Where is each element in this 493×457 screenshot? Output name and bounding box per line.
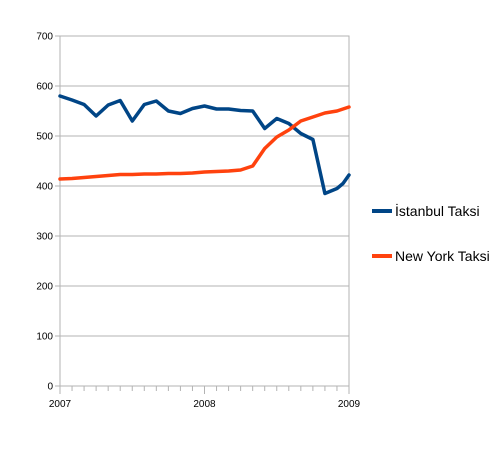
x-axis-ticks: 2007 2008 2009 xyxy=(49,386,361,410)
grid-lines xyxy=(60,35,349,337)
series-line-istanbul xyxy=(58,94,351,196)
y-tick-label: 100 xyxy=(36,332,53,343)
x-tick-label: 2008 xyxy=(193,399,216,410)
legend: İstanbul Taksi New York Taksi xyxy=(372,202,490,264)
legend-label-istanbul: İstanbul Taksi xyxy=(395,202,480,219)
y-axis-ticks: 0 100 200 300 400 500 600 700 xyxy=(36,32,60,393)
plot-area xyxy=(59,35,350,387)
y-tick-label: 0 xyxy=(47,382,53,393)
x-tick-label: 2007 xyxy=(49,399,72,410)
y-tick-label: 300 xyxy=(36,232,53,243)
y-tick-label: 600 xyxy=(36,82,53,93)
y-tick-label: 700 xyxy=(36,32,53,43)
series-lines xyxy=(58,94,351,196)
y-tick-label: 500 xyxy=(36,132,53,143)
x-tick-label: 2009 xyxy=(338,399,361,410)
legend-label-new-york: New York Taksi xyxy=(395,248,490,264)
y-tick-label: 400 xyxy=(36,182,53,193)
series-line-new-york xyxy=(58,105,351,181)
y-tick-label: 200 xyxy=(36,282,53,293)
